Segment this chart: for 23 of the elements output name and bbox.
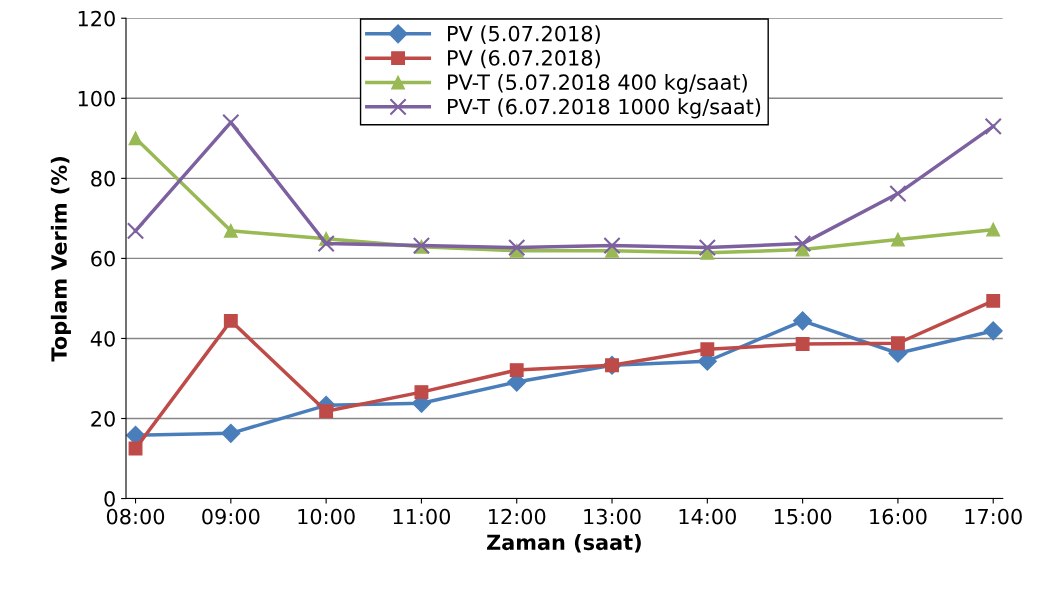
x-tick-label: 17:00 <box>965 508 1022 525</box>
y-tick-label: 60 <box>91 250 115 267</box>
legend-label: PV (5.07.2018) <box>448 25 600 44</box>
y-tick-label: 80 <box>91 170 115 187</box>
x-axis-title: Zaman (saat) <box>487 534 641 553</box>
y-tick-label: 100 <box>78 90 115 107</box>
x-tick-label: 08:00 <box>106 508 165 525</box>
x-tick-label: 12:00 <box>488 508 546 525</box>
x-tick-label: 09:00 <box>202 508 260 525</box>
legend-label: PV-T (6.07.2018 1000 kg/saat) <box>448 98 761 119</box>
legend-label: PV (6.07.2018) <box>448 49 600 69</box>
x-tick-label: 13:00 <box>584 508 641 525</box>
y-tick-label: 0 <box>104 491 115 507</box>
x-tick-label: 10:00 <box>298 508 355 525</box>
y-tick-label: 120 <box>78 10 115 27</box>
x-tick-label: 11:00 <box>393 508 451 525</box>
y-tick-label: 20 <box>91 410 115 427</box>
x-tick-label: 16:00 <box>870 508 927 525</box>
y-tick-label: 40 <box>90 330 115 347</box>
y-axis-title: Toplam Verim (%) <box>50 157 71 362</box>
x-tick-label: 15:00 <box>774 508 832 525</box>
x-tick-label: 14:00 <box>679 508 736 525</box>
legend-label: PV-T (5.07.2018 400 kg/saat) <box>448 73 747 95</box>
